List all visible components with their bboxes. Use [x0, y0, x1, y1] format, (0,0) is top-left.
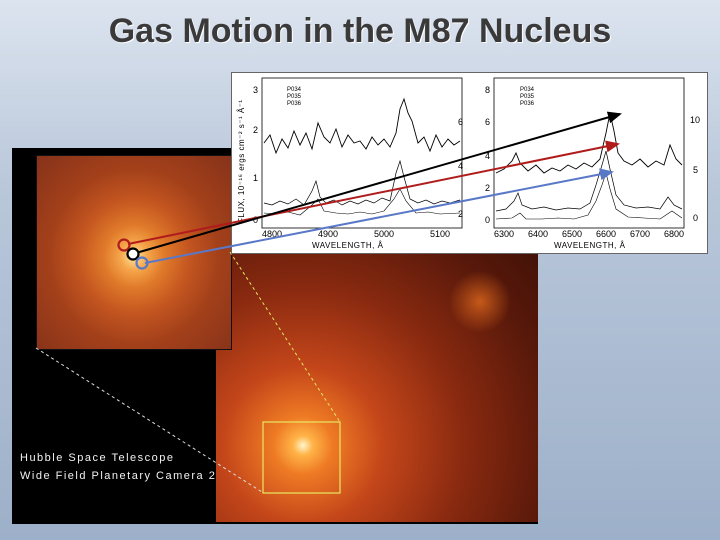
m87-wide-image: [216, 216, 538, 522]
right-spectrum-p035: [495, 150, 683, 212]
left-spectrum-p035: [263, 159, 461, 206]
right-x-tick: 6300: [494, 229, 514, 239]
connector-line-red: [127, 140, 620, 245]
spectra-graph: FLUX, 10⁻¹⁶ ergs cm⁻² s⁻¹ Å⁻¹ 3 2 1 0 6 …: [231, 72, 708, 254]
left-y-tick: 0: [253, 215, 258, 225]
left-legend-entry: P035: [287, 94, 302, 100]
zoom-selection-box: [262, 421, 341, 494]
aperture-marker-black: [126, 247, 140, 261]
right-x-tick: 6700: [630, 229, 650, 239]
right-legend-entry: P036: [520, 101, 535, 107]
left-x-axis-label: WAVELENGTH, Å: [312, 241, 384, 250]
right-y2-tick: 10: [690, 115, 700, 125]
right-y-tick: 8: [485, 85, 490, 95]
slide-title: Gas Motion in the M87 Nucleus: [108, 12, 612, 50]
right-panel-frame: [493, 77, 685, 229]
right-legend-entry: P034: [520, 87, 535, 93]
left-x-tick: 4800: [262, 229, 282, 239]
left-y-tick: 2: [253, 125, 258, 135]
left-x-tick: 4900: [318, 229, 338, 239]
right-x-tick: 6800: [664, 229, 684, 239]
spectra-y-axis-label: FLUX, 10⁻¹⁶ ergs cm⁻² s⁻¹ Å⁻¹: [237, 99, 246, 223]
right-x-tick: 6400: [528, 229, 548, 239]
right-y-tick: 6: [485, 117, 490, 127]
left-y-tick: 1: [253, 173, 258, 183]
left-y2-tick: 4: [458, 161, 463, 171]
connector-line-black: [135, 111, 622, 254]
left-y2-tick: 2: [458, 209, 463, 219]
left-spectrum-p034: [263, 97, 461, 155]
hst-caption-line2: Wide Field Planetary Camera 2: [20, 470, 217, 482]
left-legend-entry: P034: [287, 87, 302, 93]
aperture-marker-red: [117, 238, 131, 252]
right-x-tick: 6600: [596, 229, 616, 239]
right-x-axis-label: WAVELENGTH, Å: [554, 241, 626, 250]
hst-caption: Hubble Space Telescope Wide Field Planet…: [20, 449, 220, 485]
right-legend-entry: P035: [520, 94, 535, 100]
left-spectrum-p036: [263, 188, 461, 216]
left-y-tick: 3: [253, 85, 258, 95]
left-x-tick: 5100: [430, 229, 450, 239]
right-y-tick: 4: [485, 151, 490, 161]
left-x-tick: 5000: [374, 229, 394, 239]
right-y2-tick: 5: [693, 165, 698, 175]
connector-line-blue: [144, 168, 614, 264]
right-y-tick: 0: [485, 215, 490, 225]
right-spectrum-p036: [495, 171, 683, 220]
zoom-guide-line-left: [35, 347, 263, 493]
hst-caption-line1: Hubble Space Telescope: [20, 452, 175, 464]
left-y2-tick: 6: [458, 117, 463, 127]
right-spectrum-p034: [495, 112, 683, 174]
aperture-marker-blue: [135, 256, 149, 270]
left-legend-entry: P036: [287, 101, 302, 107]
right-y-tick: 2: [485, 183, 490, 193]
left-panel-frame: [261, 77, 463, 229]
spectra-svg: FLUX, 10⁻¹⁶ ergs cm⁻² s⁻¹ Å⁻¹ 3 2 1 0 6 …: [237, 77, 700, 250]
right-y2-tick: 0: [693, 213, 698, 223]
right-x-tick: 6500: [562, 229, 582, 239]
zoom-guide-line-right: [229, 251, 341, 423]
